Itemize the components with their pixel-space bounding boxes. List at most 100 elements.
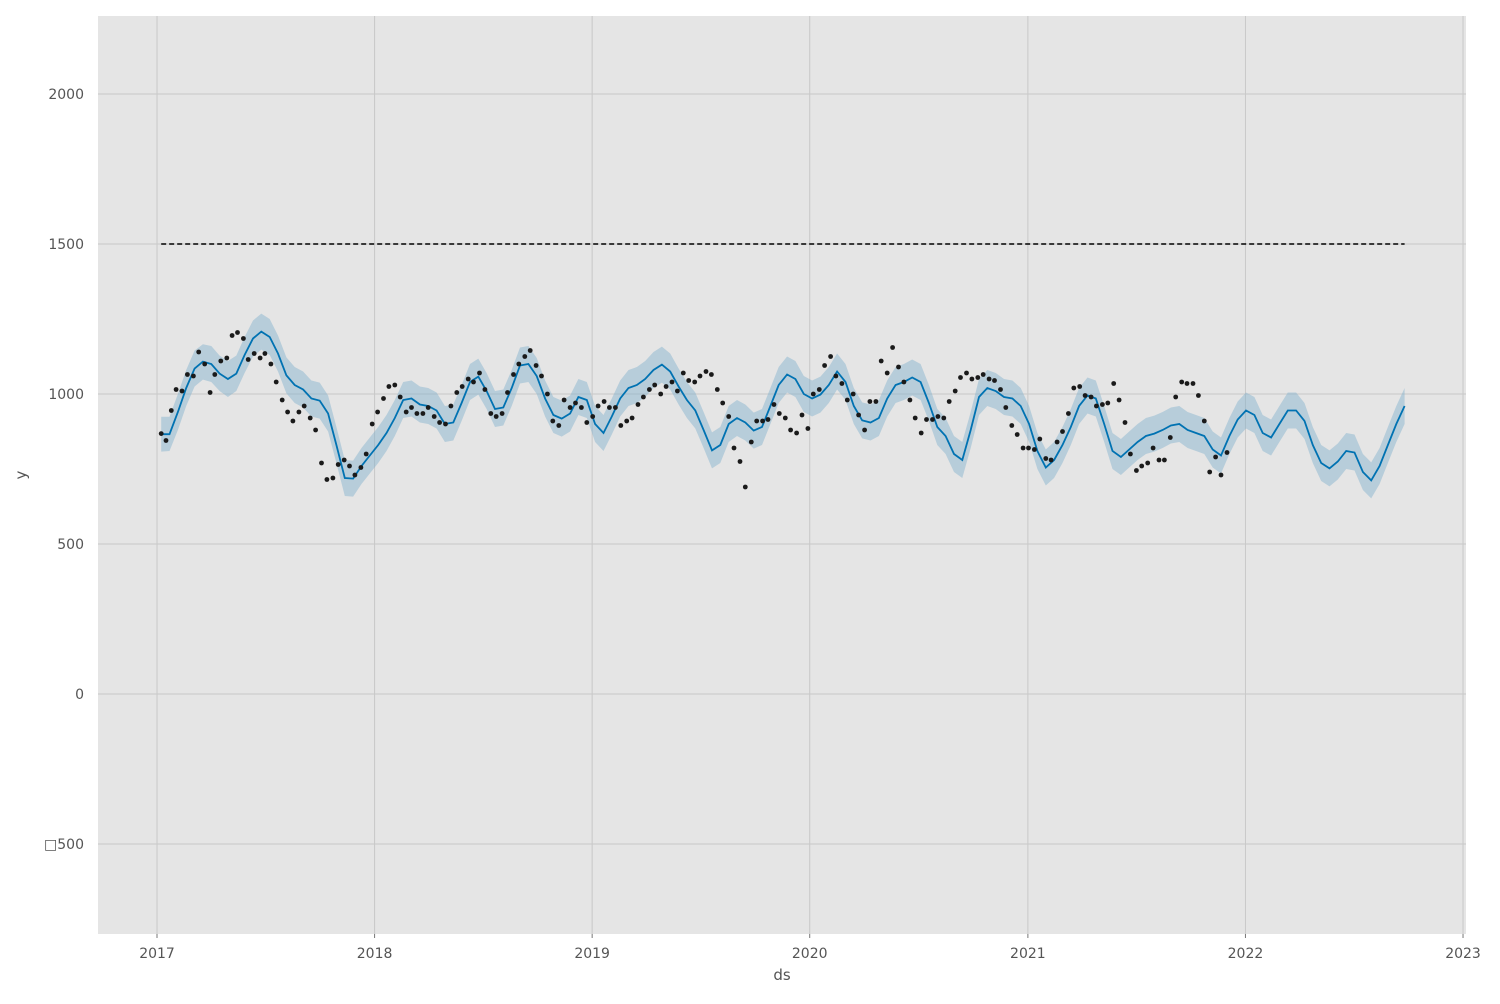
observed-point	[1071, 385, 1077, 391]
observed-point	[867, 399, 873, 404]
observed-point	[941, 415, 947, 421]
observed-point	[1066, 411, 1071, 416]
observed-point	[363, 451, 369, 457]
observed-point	[268, 361, 274, 367]
observed-point	[1213, 454, 1218, 460]
observed-point	[1224, 450, 1230, 455]
observed-point	[448, 403, 454, 409]
observed-point	[930, 417, 935, 422]
y-tick-label: 1500	[48, 237, 84, 253]
observed-points-layer	[158, 330, 1230, 490]
observed-point	[663, 384, 669, 389]
observed-point	[912, 415, 918, 421]
observed-point	[595, 403, 601, 409]
observed-point	[901, 379, 907, 385]
observed-point	[788, 427, 793, 433]
observed-point	[952, 388, 958, 394]
observed-point	[618, 423, 624, 428]
observed-point	[584, 420, 590, 425]
observed-point	[828, 354, 833, 359]
y-tick-label: 0	[75, 687, 84, 703]
observed-point	[737, 459, 743, 464]
tick-labels: 2000 1500 1000 500 0 □500 2017 2018 2019 2020 2021…	[44, 87, 1481, 962]
observed-point	[482, 387, 488, 392]
observed-point	[856, 412, 861, 418]
y-axis-label: y	[12, 470, 30, 479]
y-tick-label: □500	[44, 837, 84, 853]
observed-point	[590, 414, 596, 419]
observed-point	[516, 361, 522, 367]
forecast-line-layer	[161, 330, 1406, 482]
observed-point	[992, 378, 997, 383]
observed-point	[493, 414, 499, 419]
observed-point	[561, 397, 567, 403]
x-axis-label: ds	[773, 966, 791, 984]
observed-point	[224, 355, 230, 361]
observed-point	[896, 364, 901, 370]
observed-point	[454, 390, 460, 395]
observed-point	[1014, 432, 1020, 437]
observed-point	[635, 402, 641, 407]
observed-point	[799, 412, 805, 418]
observed-point	[1179, 379, 1185, 385]
observed-point	[471, 379, 476, 385]
observed-point	[403, 409, 409, 415]
observed-point	[884, 370, 890, 376]
x-tick-label: 2023	[1445, 946, 1481, 962]
observed-point	[1060, 429, 1065, 434]
observed-point	[567, 405, 573, 410]
observed-point	[1054, 439, 1060, 445]
observed-point	[179, 388, 185, 394]
observed-point	[1196, 393, 1201, 398]
observed-point	[714, 387, 720, 392]
observed-point	[397, 394, 403, 400]
observed-point	[675, 388, 680, 394]
observed-point	[1111, 381, 1117, 386]
observed-point	[202, 361, 208, 367]
observed-point	[257, 355, 263, 361]
observed-point	[207, 390, 213, 395]
observed-point	[1026, 445, 1031, 451]
observed-point	[833, 373, 839, 379]
observed-point	[1100, 402, 1105, 407]
observed-point	[409, 405, 414, 410]
observed-point	[1032, 447, 1037, 452]
observed-point	[324, 477, 330, 482]
observed-point	[459, 384, 465, 389]
observed-point	[935, 414, 941, 419]
observed-point	[285, 409, 290, 415]
observed-point	[241, 336, 246, 341]
observed-point	[375, 409, 380, 415]
observed-point	[658, 391, 664, 397]
observed-point	[726, 414, 732, 419]
observed-point	[381, 396, 386, 401]
observed-point	[731, 445, 737, 451]
observed-point	[980, 372, 986, 377]
observed-point	[550, 418, 556, 424]
observed-point	[431, 414, 437, 419]
observed-point	[692, 379, 698, 385]
observed-point	[907, 397, 913, 403]
observed-point	[1156, 457, 1162, 463]
observed-point	[1048, 457, 1054, 463]
observed-point	[579, 405, 584, 410]
observed-point	[669, 379, 675, 385]
observed-point	[964, 370, 969, 376]
observed-point	[624, 418, 630, 424]
observed-point	[782, 415, 788, 421]
observed-point	[816, 387, 822, 392]
observed-point	[488, 411, 494, 416]
observed-point	[330, 475, 336, 481]
y-tick-label: 500	[57, 537, 84, 553]
observed-point	[573, 400, 578, 406]
observed-point	[313, 427, 318, 433]
observed-point	[1020, 445, 1026, 451]
observed-point	[505, 390, 510, 395]
observed-point	[703, 369, 709, 374]
observed-point	[358, 465, 364, 470]
observed-point	[742, 484, 748, 490]
observed-point	[1003, 405, 1009, 410]
observed-point	[251, 351, 257, 356]
